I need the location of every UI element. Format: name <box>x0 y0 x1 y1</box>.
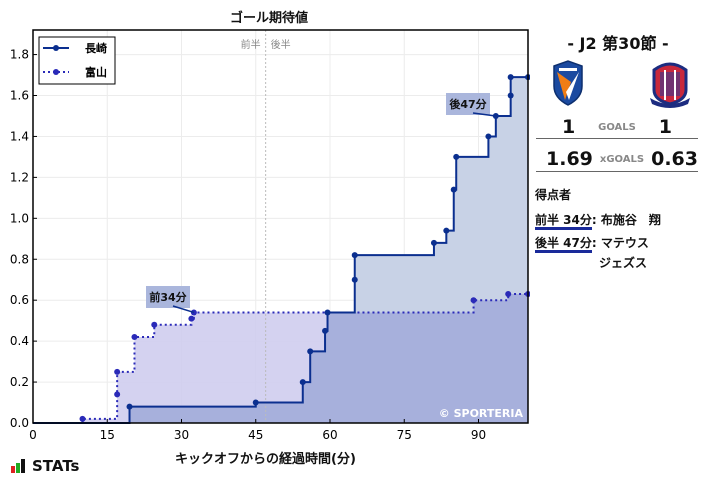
svg-text:後半: 後半 <box>271 38 291 51</box>
svg-text:45: 45 <box>248 428 263 442</box>
svg-text:後47分: 後47分 <box>449 97 486 111</box>
svg-text:富山: 富山 <box>85 65 107 79</box>
svg-text:30: 30 <box>174 428 189 442</box>
away-team-logo-icon <box>650 62 690 108</box>
stats-brand: STATs <box>10 457 79 475</box>
svg-text:90: 90 <box>471 428 486 442</box>
away-xgoals: 0.63 <box>651 148 698 170</box>
svg-text:1.0: 1.0 <box>10 211 29 225</box>
svg-text:0.8: 0.8 <box>10 252 29 266</box>
home-team-logo-icon <box>553 60 583 106</box>
goals-label: GOALS <box>598 121 636 133</box>
svg-text:1.6: 1.6 <box>10 89 29 103</box>
svg-text:0.6: 0.6 <box>10 293 29 307</box>
round-title: - J2 第30節 - <box>567 34 669 53</box>
svg-text:前34分: 前34分 <box>149 290 186 304</box>
scorers-heading: 得点者 <box>535 188 572 202</box>
svg-text:60: 60 <box>322 428 337 442</box>
scorer-name: 布施谷 翔 <box>600 213 661 227</box>
chart-title: ゴール期待値 <box>230 11 309 26</box>
scorer-name-line2: ジェズス <box>599 256 648 270</box>
svg-text:0.0: 0.0 <box>10 416 29 430</box>
scorer-item: 前半 34分: 布施谷 翔 <box>535 211 661 230</box>
scorer-time: 後半 47分 <box>535 236 592 253</box>
svg-text:15: 15 <box>100 428 115 442</box>
svg-text:1.4: 1.4 <box>10 129 29 143</box>
x-axis-label: キックオフからの経過時間(分) <box>175 452 356 467</box>
svg-text:1.8: 1.8 <box>10 48 29 62</box>
svg-text:前半: 前半 <box>241 38 261 51</box>
xgoals-row: 1.69 xGOALS 0.63 <box>536 147 698 172</box>
xgoals-label: xGOALS <box>599 153 645 165</box>
bar-chart-icon <box>11 459 25 473</box>
svg-text:0.4: 0.4 <box>10 334 29 348</box>
svg-text:75: 75 <box>397 428 412 442</box>
goals-row: 1 GOALS 1 <box>536 116 698 139</box>
brand-label: STATs <box>32 457 80 475</box>
svg-text:1.2: 1.2 <box>10 170 29 184</box>
svg-text:長崎: 長崎 <box>85 41 107 55</box>
svg-text:0.2: 0.2 <box>10 375 29 389</box>
svg-text:0: 0 <box>29 428 37 442</box>
svg-text:© SPORTERIA: © SPORTERIA <box>439 407 524 420</box>
home-goals: 1 <box>562 116 576 138</box>
scorer-time: 前半 34分 <box>535 213 592 230</box>
away-goals: 1 <box>658 116 672 138</box>
home-xgoals: 1.69 <box>546 148 593 170</box>
scorer-name: マテウス <box>600 236 649 250</box>
scorer-item: 後半 47分: マテウス <box>535 234 649 253</box>
